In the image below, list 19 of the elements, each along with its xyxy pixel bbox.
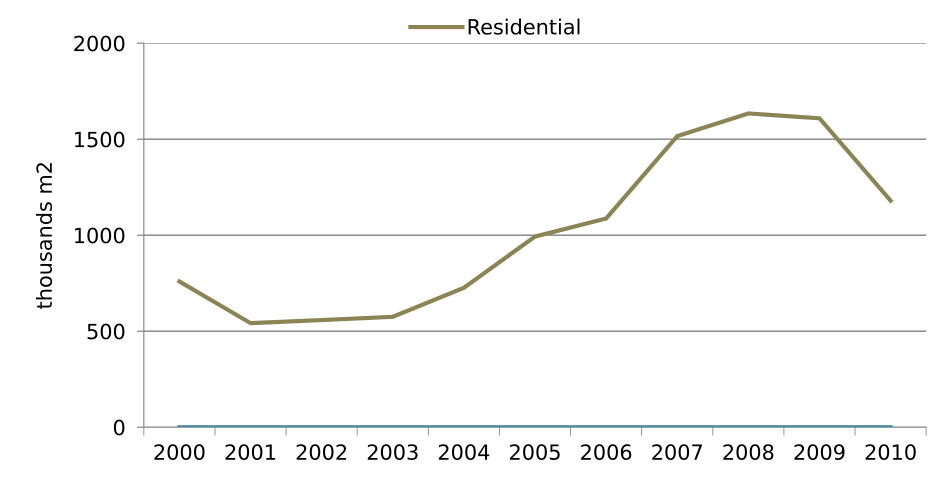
y-tick-label: 500 [88, 324, 124, 340]
x-tick-label: 2005 [510, 444, 560, 460]
y-tick-label: 2000 [74, 36, 124, 52]
x-tick-label: 2003 [368, 444, 418, 460]
x-tick-label: 2008 [723, 444, 774, 460]
x-tick-label: 2002 [296, 444, 346, 460]
x-tick-label: 2010 [866, 444, 916, 460]
x-tick-label: 2007 [652, 444, 702, 460]
x-tick-label: 2006 [581, 444, 632, 460]
y-tick-label: 1000 [75, 228, 124, 244]
x-tick-label: 2009 [794, 444, 845, 460]
y-axis-title: thousands m2 [36, 163, 52, 309]
x-tick-label: 2000 [154, 444, 205, 460]
y-tick-label: 1500 [75, 132, 124, 148]
x-tick-label: 2004 [438, 444, 490, 460]
x-tick-label: 2001 [226, 444, 276, 460]
legend-label: Residential [468, 18, 580, 35]
y-tick-label: 0 [114, 420, 124, 436]
line-series [177, 111, 893, 326]
